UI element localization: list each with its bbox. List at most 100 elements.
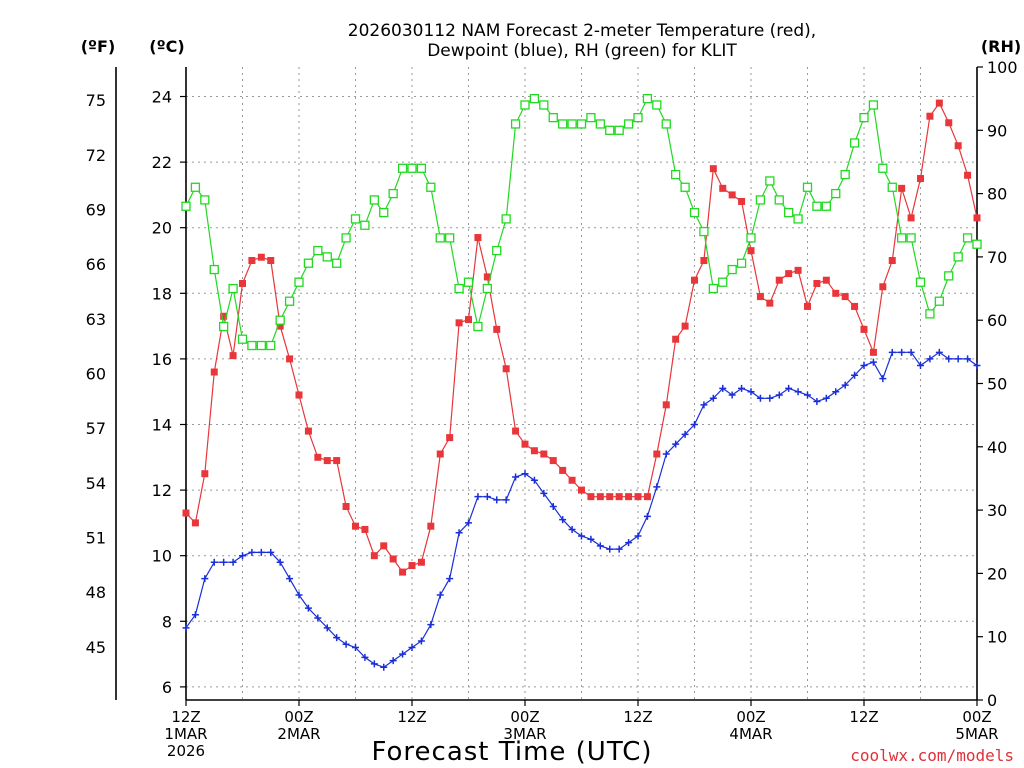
point-rh — [878, 163, 888, 173]
celsius-tick-label: 18 — [152, 284, 172, 303]
point-rh — [755, 195, 766, 205]
point-dewpoint — [540, 489, 548, 497]
point-dewpoint — [333, 634, 341, 642]
point-dewpoint — [361, 653, 369, 661]
fahrenheit-tick-label: 72 — [86, 146, 106, 165]
point-rh — [294, 277, 304, 287]
rh-tick-label: 80 — [987, 185, 1007, 204]
fahrenheit-tick-label: 51 — [86, 528, 106, 547]
point-temperature — [954, 142, 962, 150]
point-rh — [303, 258, 314, 268]
fahrenheit-tick-label: 75 — [86, 91, 106, 110]
x-tick-label: 00Z — [284, 708, 313, 726]
point-dewpoint — [775, 391, 783, 399]
point-rh — [906, 233, 916, 243]
fahrenheit-tick-label: 54 — [86, 474, 106, 493]
point-temperature — [474, 234, 482, 242]
point-temperature — [662, 401, 670, 409]
point-temperature — [352, 522, 359, 530]
point-rh — [831, 188, 841, 199]
point-temperature — [935, 99, 943, 107]
point-rh — [915, 277, 926, 287]
point-temperature — [785, 270, 793, 278]
rh-unit-label: (RH) — [981, 37, 1021, 56]
rh-tick-label: 90 — [987, 121, 1007, 140]
point-temperature — [408, 562, 416, 570]
point-temperature — [465, 316, 472, 324]
point-rh — [699, 226, 709, 237]
point-dewpoint — [738, 384, 746, 392]
point-temperature — [314, 453, 322, 461]
point-temperature — [964, 171, 972, 179]
point-dewpoint — [926, 355, 934, 363]
point-rh — [897, 233, 907, 243]
point-rh — [445, 233, 455, 243]
point-dewpoint — [681, 430, 689, 438]
point-dewpoint — [804, 391, 811, 399]
point-dewpoint — [399, 650, 407, 658]
point-dewpoint — [530, 476, 538, 484]
point-temperature — [436, 450, 444, 458]
x-tick-label: 2MAR — [277, 725, 320, 743]
point-temperature — [681, 322, 689, 330]
point-temperature — [926, 112, 934, 120]
point-rh — [718, 277, 728, 287]
x-tick-label: 12Z — [623, 708, 652, 726]
point-temperature — [756, 293, 764, 301]
point-rh — [181, 201, 191, 211]
point-dewpoint — [625, 539, 633, 547]
point-rh — [868, 100, 879, 110]
point-rh — [454, 283, 464, 294]
point-dewpoint — [239, 552, 246, 560]
x-tick-label: 1MAR — [164, 725, 207, 743]
point-rh — [360, 220, 370, 230]
x-axis-label: Forecast Time (UTC) — [371, 737, 652, 767]
point-temperature — [446, 434, 454, 442]
point-temperature — [267, 257, 275, 265]
series-dewpoint — [182, 348, 981, 671]
point-rh — [539, 100, 549, 110]
x-tick-label: 12Z — [849, 708, 878, 726]
x-tick-label: 00Z — [962, 708, 991, 726]
fahrenheit-tick-label: 66 — [86, 255, 106, 274]
point-dewpoint — [888, 348, 896, 356]
point-temperature — [493, 325, 501, 333]
point-rh — [689, 207, 700, 218]
point-temperature — [380, 542, 388, 550]
point-temperature — [822, 276, 830, 284]
point-dewpoint — [229, 558, 237, 566]
point-temperature — [483, 273, 491, 281]
point-temperature — [210, 368, 218, 376]
chart-title-line-1: 2026030112 NAM Forecast 2-meter Temperat… — [348, 21, 816, 41]
point-dewpoint — [709, 394, 717, 402]
point-dewpoint — [314, 614, 322, 622]
point-rh — [586, 112, 596, 123]
point-rh — [812, 201, 822, 211]
point-rh — [934, 296, 944, 306]
point-rh — [652, 100, 662, 110]
point-temperature — [766, 299, 774, 307]
point-rh — [341, 233, 351, 243]
point-rh — [219, 321, 229, 332]
point-rh — [492, 245, 502, 256]
point-dewpoint — [964, 355, 972, 363]
point-dewpoint — [945, 355, 953, 363]
point-temperature — [606, 493, 614, 501]
point-dewpoint — [286, 575, 294, 583]
point-temperature — [709, 165, 717, 173]
celsius-tick-label: 12 — [152, 481, 172, 500]
point-rh — [774, 195, 784, 205]
rh-tick-label: 100 — [987, 58, 1018, 77]
point-rh — [859, 112, 869, 123]
point-dewpoint — [521, 470, 529, 478]
point-temperature — [653, 450, 661, 458]
point-temperature — [286, 355, 294, 363]
grid-layer — [186, 67, 977, 700]
point-dewpoint — [257, 548, 265, 556]
point-rh — [661, 119, 671, 129]
point-rh — [840, 169, 850, 180]
point-temperature — [304, 427, 312, 435]
point-rh — [416, 163, 427, 173]
point-temperature — [201, 470, 209, 478]
point-temperature — [917, 175, 924, 183]
